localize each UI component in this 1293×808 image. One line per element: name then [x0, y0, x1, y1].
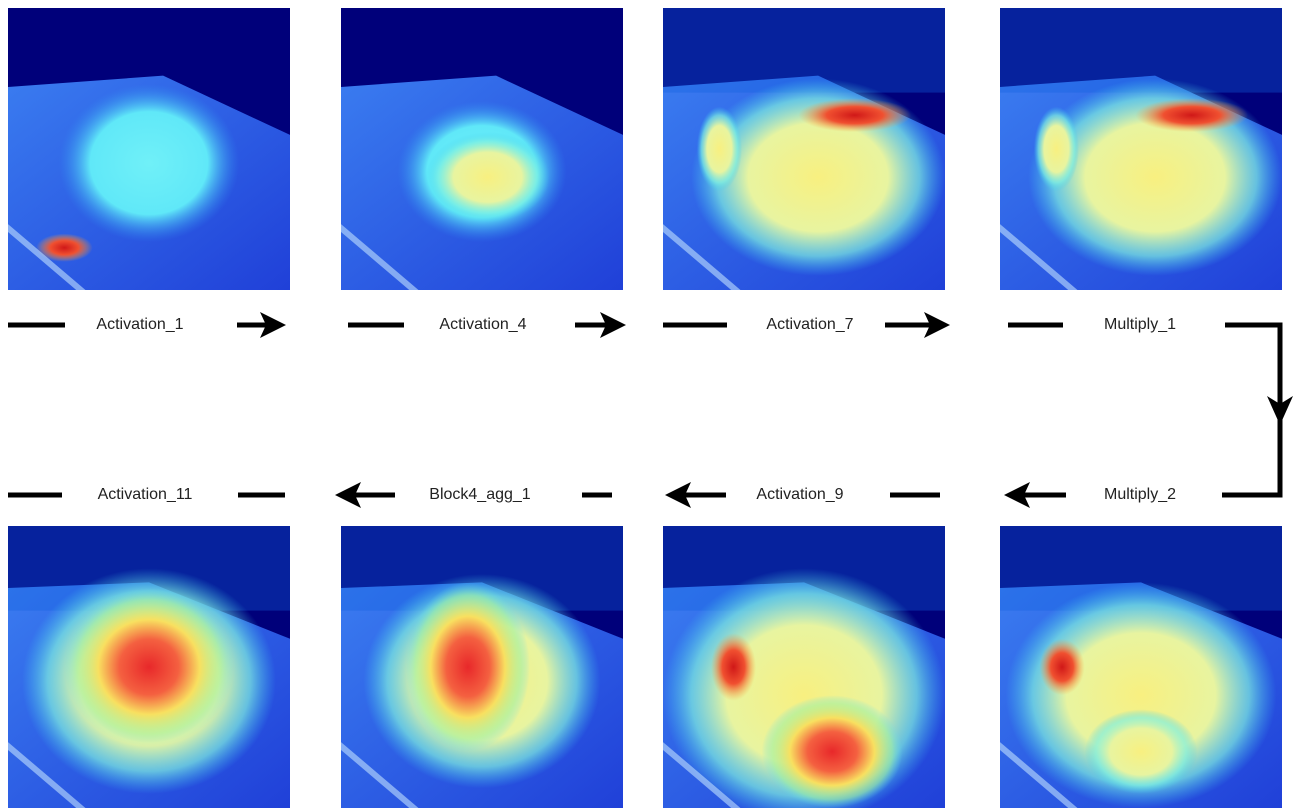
heatmap-panel [653, 526, 945, 808]
heatmap-panel [990, 8, 1282, 300]
heatmap-blob [1135, 98, 1248, 132]
heatmap-blob [1085, 709, 1198, 794]
flow-connectors [8, 312, 1293, 508]
heatmap-panel [990, 526, 1282, 808]
panel-label: Activation_11 [98, 486, 193, 503]
heatmap-blob [762, 695, 903, 808]
figure: Activation_1 Activation_4 Activation_7 Mult… [0, 0, 1293, 808]
heatmap-panel [0, 8, 290, 300]
heatmap-panel [331, 8, 623, 300]
heatmap-blob [697, 107, 742, 192]
heatmap-blob [426, 132, 550, 222]
panel-label: Activation_1 [96, 316, 183, 333]
page: Activation_1 Activation_4 Activation_7 Mult… [0, 0, 1293, 808]
panel-label: Multiply_2 [1104, 486, 1176, 503]
panel-label: Multiply_1 [1104, 316, 1176, 333]
panel-label: Activation_4 [439, 316, 526, 333]
panel-label: Activation_9 [756, 486, 843, 503]
turn-connector [1222, 325, 1280, 495]
heatmap-blob [406, 582, 530, 751]
heatmap-blob [59, 84, 239, 242]
heatmap-blob [711, 633, 756, 701]
panel-label: Activation_7 [766, 316, 853, 333]
panel-label: Block4_agg_1 [429, 486, 531, 503]
heatmap-panel [653, 8, 945, 300]
heatmap-blob [64, 588, 233, 746]
heatmap-blob [798, 98, 911, 132]
heatmap-panel [0, 526, 290, 808]
heatmap-panel [331, 526, 623, 808]
heatmap-blob [1034, 107, 1079, 192]
heatmap-blob [1039, 639, 1084, 695]
